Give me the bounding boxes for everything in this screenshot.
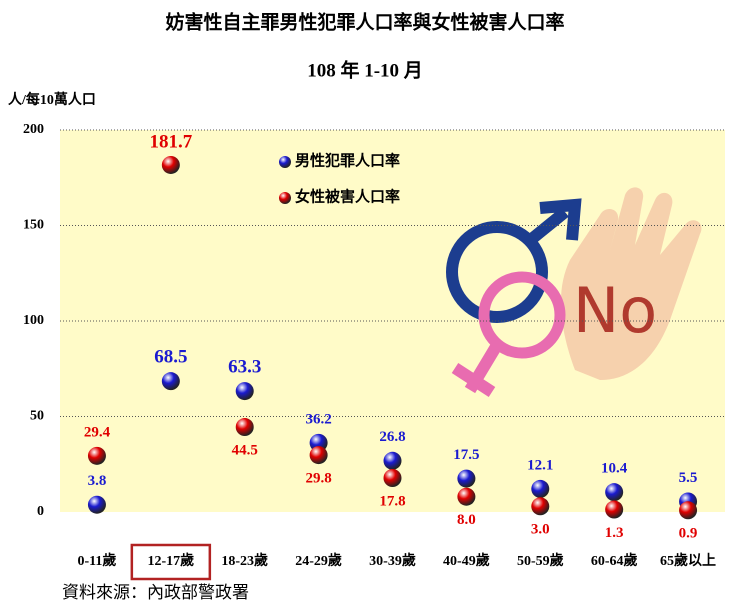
value-label: 3.0 xyxy=(531,522,550,538)
hand-text: No xyxy=(573,274,657,347)
value-label: 3.8 xyxy=(88,473,107,489)
dot xyxy=(605,501,623,519)
value-label: 29.4 xyxy=(84,424,111,440)
value-label: 1.3 xyxy=(605,525,624,541)
value-label: 8.0 xyxy=(457,512,476,528)
legend-marker xyxy=(279,156,291,168)
y-tick-label: 50 xyxy=(30,409,44,424)
x-tick-label: 12-17歲 xyxy=(147,552,194,569)
x-tick-label: 0-11歲 xyxy=(77,552,116,569)
x-tick-label: 65歲以上 xyxy=(660,552,716,569)
chart-title: 妨害性自主罪男性犯罪人口率與女性被害人口率 xyxy=(165,10,564,33)
dot xyxy=(162,372,180,390)
y-tick-label: 200 xyxy=(23,122,44,137)
x-tick-label: 40-49歲 xyxy=(443,552,490,569)
dot xyxy=(457,470,475,488)
dot xyxy=(384,469,402,487)
dot xyxy=(531,480,549,498)
x-tick-label: 24-29歲 xyxy=(295,552,342,569)
dot xyxy=(310,446,328,464)
dot xyxy=(531,497,549,515)
value-label: 10.4 xyxy=(601,461,628,477)
x-tick-label: 60-64歲 xyxy=(591,552,638,569)
value-label: 63.3 xyxy=(228,356,261,377)
dot xyxy=(236,418,254,436)
value-label: 26.8 xyxy=(379,429,405,445)
dot xyxy=(457,488,475,506)
x-tick-label: 18-23歲 xyxy=(221,552,268,569)
value-label: 29.8 xyxy=(305,471,331,487)
y-tick-label: 100 xyxy=(23,313,44,328)
chart: 妨害性自主罪男性犯罪人口率與女性被害人口率 108 年 1-10 月 人/每10… xyxy=(0,0,731,609)
legend-label: 男性犯罪人口率 xyxy=(295,151,400,169)
chart-subtitle: 108 年 1-10 月 xyxy=(307,58,423,81)
dot xyxy=(679,501,697,519)
dot xyxy=(162,156,180,174)
y-tick-label: 0 xyxy=(37,504,44,519)
y-axis-label: 人/每10萬人口 xyxy=(8,91,96,108)
value-label: 44.5 xyxy=(232,442,258,458)
dot xyxy=(605,483,623,501)
dot xyxy=(384,452,402,470)
value-label: 181.7 xyxy=(149,131,192,152)
value-label: 68.5 xyxy=(154,347,187,368)
dot xyxy=(88,496,106,514)
value-label: 0.9 xyxy=(679,526,698,542)
legend-label: 女性被害人口率 xyxy=(295,187,400,205)
source-note: 資料來源：內政部警政署 xyxy=(62,583,249,602)
dot xyxy=(88,447,106,465)
x-tick-label: 50-59歲 xyxy=(517,552,564,569)
value-label: 12.1 xyxy=(527,457,553,473)
value-label: 5.5 xyxy=(679,470,698,486)
dot xyxy=(236,382,254,400)
x-tick-label: 30-39歲 xyxy=(369,552,416,569)
value-label: 36.2 xyxy=(305,411,331,427)
legend-marker xyxy=(279,192,291,204)
value-label: 17.5 xyxy=(453,447,479,463)
value-label: 17.8 xyxy=(379,493,405,509)
y-tick-label: 150 xyxy=(23,218,44,233)
